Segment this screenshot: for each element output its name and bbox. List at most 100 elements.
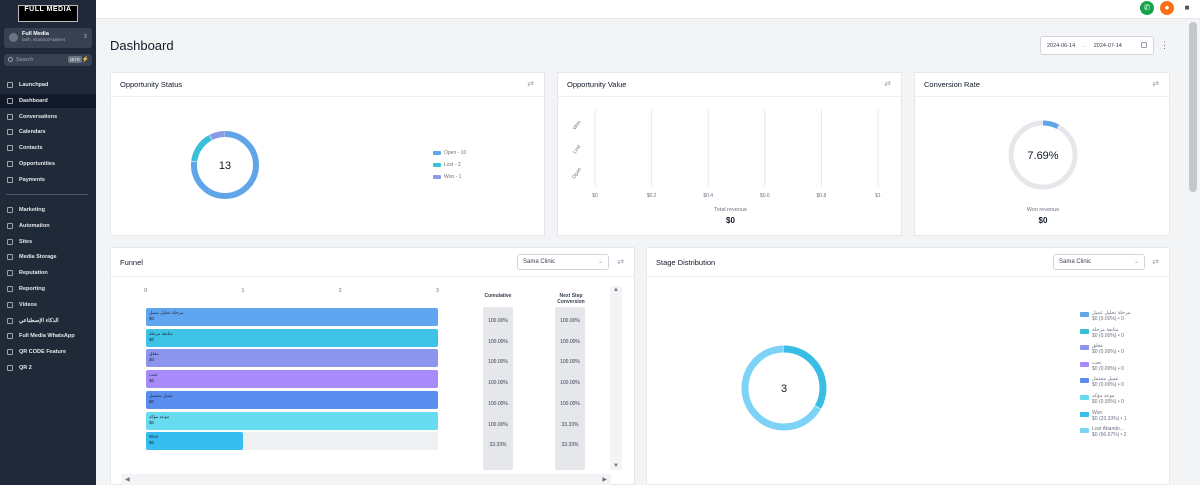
funnel-bar[interactable]: عميل محتمل $0 [146,390,438,409]
funnel-bar[interactable]: تحت $0 [146,370,438,389]
funnel-stage-name: عميل محتمل [149,392,173,398]
legend-swatch [1080,428,1089,434]
phone-icon[interactable]: ✆ [1140,1,1154,15]
notification-icon[interactable]: ● [1160,1,1174,15]
y-tick-label: Won [572,119,583,131]
sidebar-item[interactable]: Automation [0,219,96,233]
sidebar-item[interactable]: Payments [0,173,96,187]
sidebar-item[interactable]: Reputation [0,266,96,280]
funnel-bar[interactable]: Won $0 [146,432,244,451]
lightning-icon[interactable]: ⚡ [81,57,89,63]
next-step-value: 100.00% [560,400,580,407]
next-step-value: 100.00% [560,359,580,366]
cumulative-value: 33.33% [489,442,507,449]
funnel-axis-tick: 0 [144,288,148,294]
legend-item[interactable]: Won $0 (33.33%) • 1 [1080,410,1130,427]
scroll-right-icon[interactable]: ▶ [602,477,607,483]
chat-icon[interactable]: ■ [1184,3,1190,12]
sidebar-item[interactable]: QR 2 [0,361,96,375]
funnel-bar[interactable]: مغلق $0 [146,349,438,368]
grid-icon [7,349,13,356]
scrollbar-thumb[interactable] [1189,22,1197,192]
switch-icon[interactable]: ⇄ [527,79,534,88]
sidebar-item-label: Media Storage [19,254,57,261]
cumulative-value: 100.00% [488,338,508,345]
switch-icon[interactable]: ⇄ [884,79,891,88]
opportunity-value-chart: $0 $0.2 $0.4 $0.6 $0.8 $1 Won Lost Open [571,110,881,199]
donut-slice[interactable] [741,345,827,431]
donut-slice[interactable] [191,131,259,199]
legend-item[interactable]: Open - 10 [433,150,466,162]
sidebar-item[interactable]: الذكاء الإصطناعي [0,314,96,328]
funnel-bar[interactable]: موعد مؤكد $0 [146,411,438,430]
card-title: Conversion Rate [924,80,980,89]
conversion-value: 7.69% [1027,150,1058,162]
calendar-icon [7,129,13,136]
scroll-up-icon[interactable]: ▲ [613,287,619,293]
page-scrollbar[interactable] [1186,20,1200,485]
sidebar-item[interactable]: Full Media WhatsApp [0,329,96,343]
funnel-bar[interactable]: مرحلة تحليل عميل $0 [146,308,438,326]
legend-stage-name: متابعة مرحلة [1092,326,1119,333]
legend-item[interactable]: مرحلة تحليل عميل $0 (0.00%) • 0 [1080,310,1130,327]
chevron-updown-icon: ⇕ [82,34,88,40]
legend-stage-detail: $0 (0.00%) • 0 [1092,332,1124,339]
legend-item[interactable]: موعد مؤكد $0 (0.00%) • 0 [1080,393,1130,410]
legend-item[interactable]: تحت $0 (0.00%) • 0 [1080,360,1130,377]
location-icon [9,33,18,42]
sidebar-item[interactable]: Calendars [0,125,96,139]
search-input[interactable]: Search ctrl K ⚡ [4,54,92,66]
send-icon [7,207,13,213]
sidebar-item[interactable]: QR CODE Feature [0,345,96,359]
legend-label: Won - 1 [444,174,462,180]
legend-item[interactable]: Lost - 2 [433,162,466,174]
sidebar-item[interactable]: Marketing [0,203,96,217]
pipeline-select[interactable]: Sama Clinic ⌄ [517,254,609,270]
y-tick-label: Lost [572,143,583,155]
sidebar-item[interactable]: Reporting [0,282,96,296]
funnel-hscroll[interactable]: ◀ ▶ [121,474,611,485]
funnel-stage-name: متابعة مرحلة [149,330,173,336]
sidebar-item-label: Calendars [19,129,46,136]
legend-stage-detail: $0 (0.00%) • 0 [1092,365,1124,372]
switch-icon[interactable]: ⇄ [1152,257,1159,266]
scroll-left-icon[interactable]: ◀ [125,477,130,483]
date-range-picker[interactable]: 2024-06-14 → 2024-07-14 [1040,36,1154,55]
more-options-icon[interactable]: ⋮ [1160,40,1169,50]
funnel-bar[interactable]: متابعة مرحلة $0 [146,328,438,347]
scroll-down-icon[interactable]: ▼ [613,463,619,469]
legend-stage-name: Lost Abando... [1092,426,1124,433]
sidebar-item[interactable]: Contacts [0,141,96,155]
sidebar-item-label: QR CODE Feature [19,349,67,356]
sidebar-item[interactable]: Conversations [0,110,96,124]
sidebar-item[interactable]: Media Storage [0,250,96,264]
sites-icon [7,238,13,245]
chat-icon [7,113,13,120]
legend-item[interactable]: Won - 1 [433,174,466,186]
funnel-vscroll[interactable]: ▲ ▼ [610,286,622,470]
sidebar-item[interactable]: Launchpad [0,78,96,92]
sidebar-item-label: Contacts [19,145,43,152]
legend-item[interactable]: مغلق $0 (0.00%) • 0 [1080,343,1130,360]
funnel-stage-name: مرحلة تحليل عميل [149,310,184,315]
sidebar-item-label: Reporting [19,286,45,292]
sidebar-item[interactable]: Opportunities [0,157,96,171]
switch-icon[interactable]: ⇄ [617,257,624,266]
legend-swatch [433,151,441,155]
logo[interactable]: FULL MEDIA [18,5,78,22]
rocket-icon [7,82,13,88]
sidebar-item[interactable]: Sites [0,235,96,249]
legend-item[interactable]: متابعة مرحلة $0 (0.00%) • 0 [1080,327,1130,344]
legend-swatch [433,175,441,179]
sidebar-item[interactable]: Dashboard [0,93,96,108]
select-value: Sama Clinic [1059,259,1092,265]
legend-label: Lost - 2 [444,162,461,168]
sidebar-item[interactable]: Videos [0,298,96,312]
donut-slice[interactable] [741,345,827,431]
funnel-stage-amount: $0 [149,357,155,363]
switch-icon[interactable]: ⇄ [1152,79,1159,88]
account-switcher[interactable]: Full Media fatih, istanbul/Atakent ⇕ [4,28,92,48]
legend-item[interactable]: Lost Abando... $0 (66.67%) • 2 [1080,426,1130,443]
pipeline-select[interactable]: Sama Clinic ⌄ [1053,254,1145,270]
legend-item[interactable]: عميل محتمل $0 (0.00%) • 0 [1080,376,1130,393]
